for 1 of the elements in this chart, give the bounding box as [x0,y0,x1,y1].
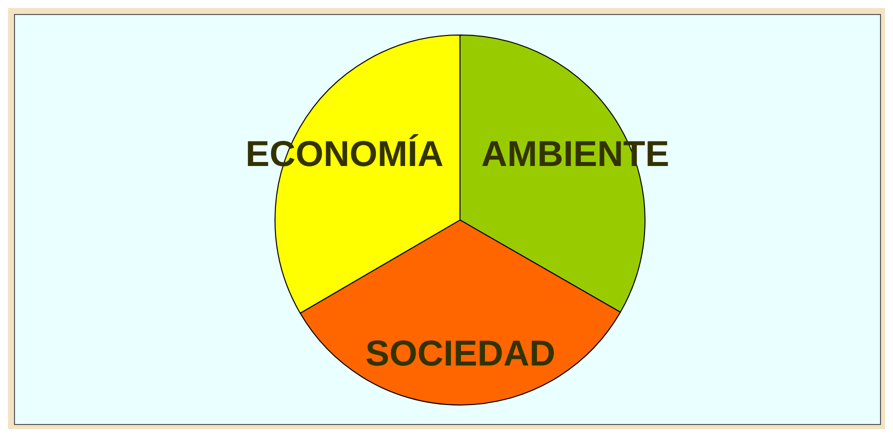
slice-label: SOCIEDAD [365,332,556,374]
